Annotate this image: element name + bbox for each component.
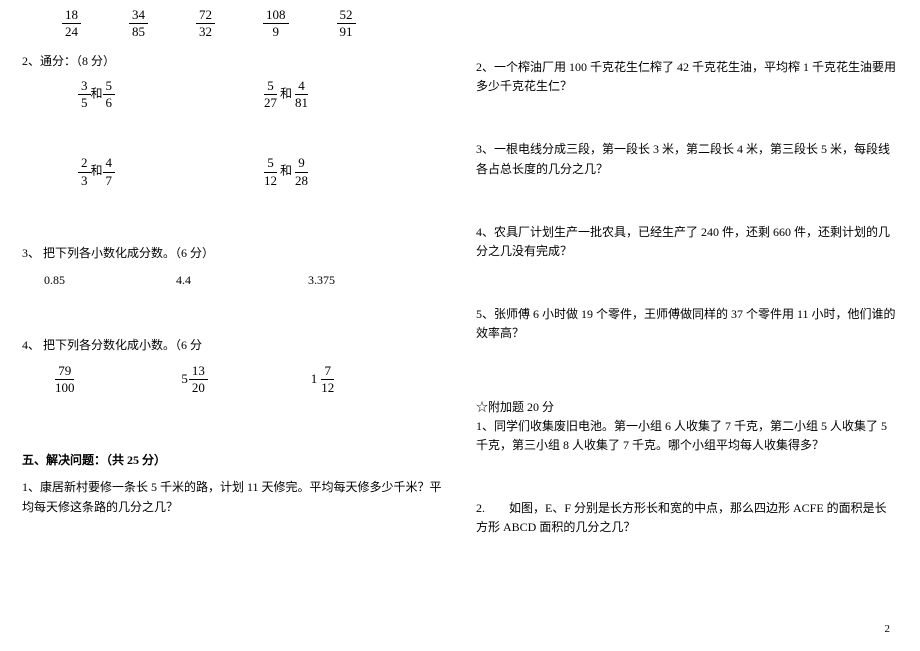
problem-1: 1、康居新村要修一条长 5 千米的路，计划 11 天修完。平均每天修多少千米？平…	[22, 478, 444, 516]
q4-item-3: 1712	[311, 364, 440, 396]
q3-values: 0.85 4.4 3.375	[22, 271, 444, 290]
bonus-2: 2. 如图，E、F 分别是长方形长和宽的中点，那么四边形 ACFE 的面积是长方…	[476, 499, 898, 537]
page-number: 2	[885, 621, 891, 639]
pair-3: 23和47	[78, 156, 261, 188]
problem-r5: 5、张师傅 6 小时做 19 个零件，王师傅做同样的 37 个零件用 11 小时…	[476, 305, 898, 343]
pair-1: 35和56	[78, 79, 261, 111]
q2-label: 2、通分：（8 分）	[22, 52, 444, 71]
q4-item-2: 51320	[181, 364, 310, 396]
frac-1: 1824	[62, 8, 81, 40]
problem-r4: 4、农具厂计划生产一批农具，已经生产了 240 件，还剩 660 件，还剩计划的…	[476, 223, 898, 261]
frac-4: 1089	[263, 8, 289, 40]
frac-3: 7232	[196, 8, 215, 40]
q3-label: 3、 把下列各小数化成分数。（6 分）	[22, 244, 444, 263]
q4-label: 4、 把下列各分数化成小数。（6 分	[22, 336, 444, 355]
bonus-heading: ☆附加题 20 分	[476, 398, 898, 417]
problem-r3: 3、一根电线分成三段，第一段长 3 米，第二段长 4 米，第三段长 5 米，每段…	[476, 140, 898, 178]
problem-r2: 2、一个榨油厂用 100 千克花生仁榨了 42 千克花生油，平均榨 1 千克花生…	[476, 58, 898, 96]
pair-4: 512和928	[261, 156, 444, 188]
section5-heading: 五、解决问题：（共 25 分）	[22, 451, 444, 470]
pair-2: 527和481	[261, 79, 444, 111]
q4-item-1: 79100	[52, 364, 181, 396]
frac-2: 3485	[129, 8, 148, 40]
fraction-row: 1824 3485 7232 1089 5291	[22, 8, 444, 40]
frac-5: 5291	[337, 8, 356, 40]
bonus-1: 1、同学们收集废旧电池。第一小组 6 人收集了 7 千克，第二小组 5 人收集了…	[476, 417, 898, 455]
